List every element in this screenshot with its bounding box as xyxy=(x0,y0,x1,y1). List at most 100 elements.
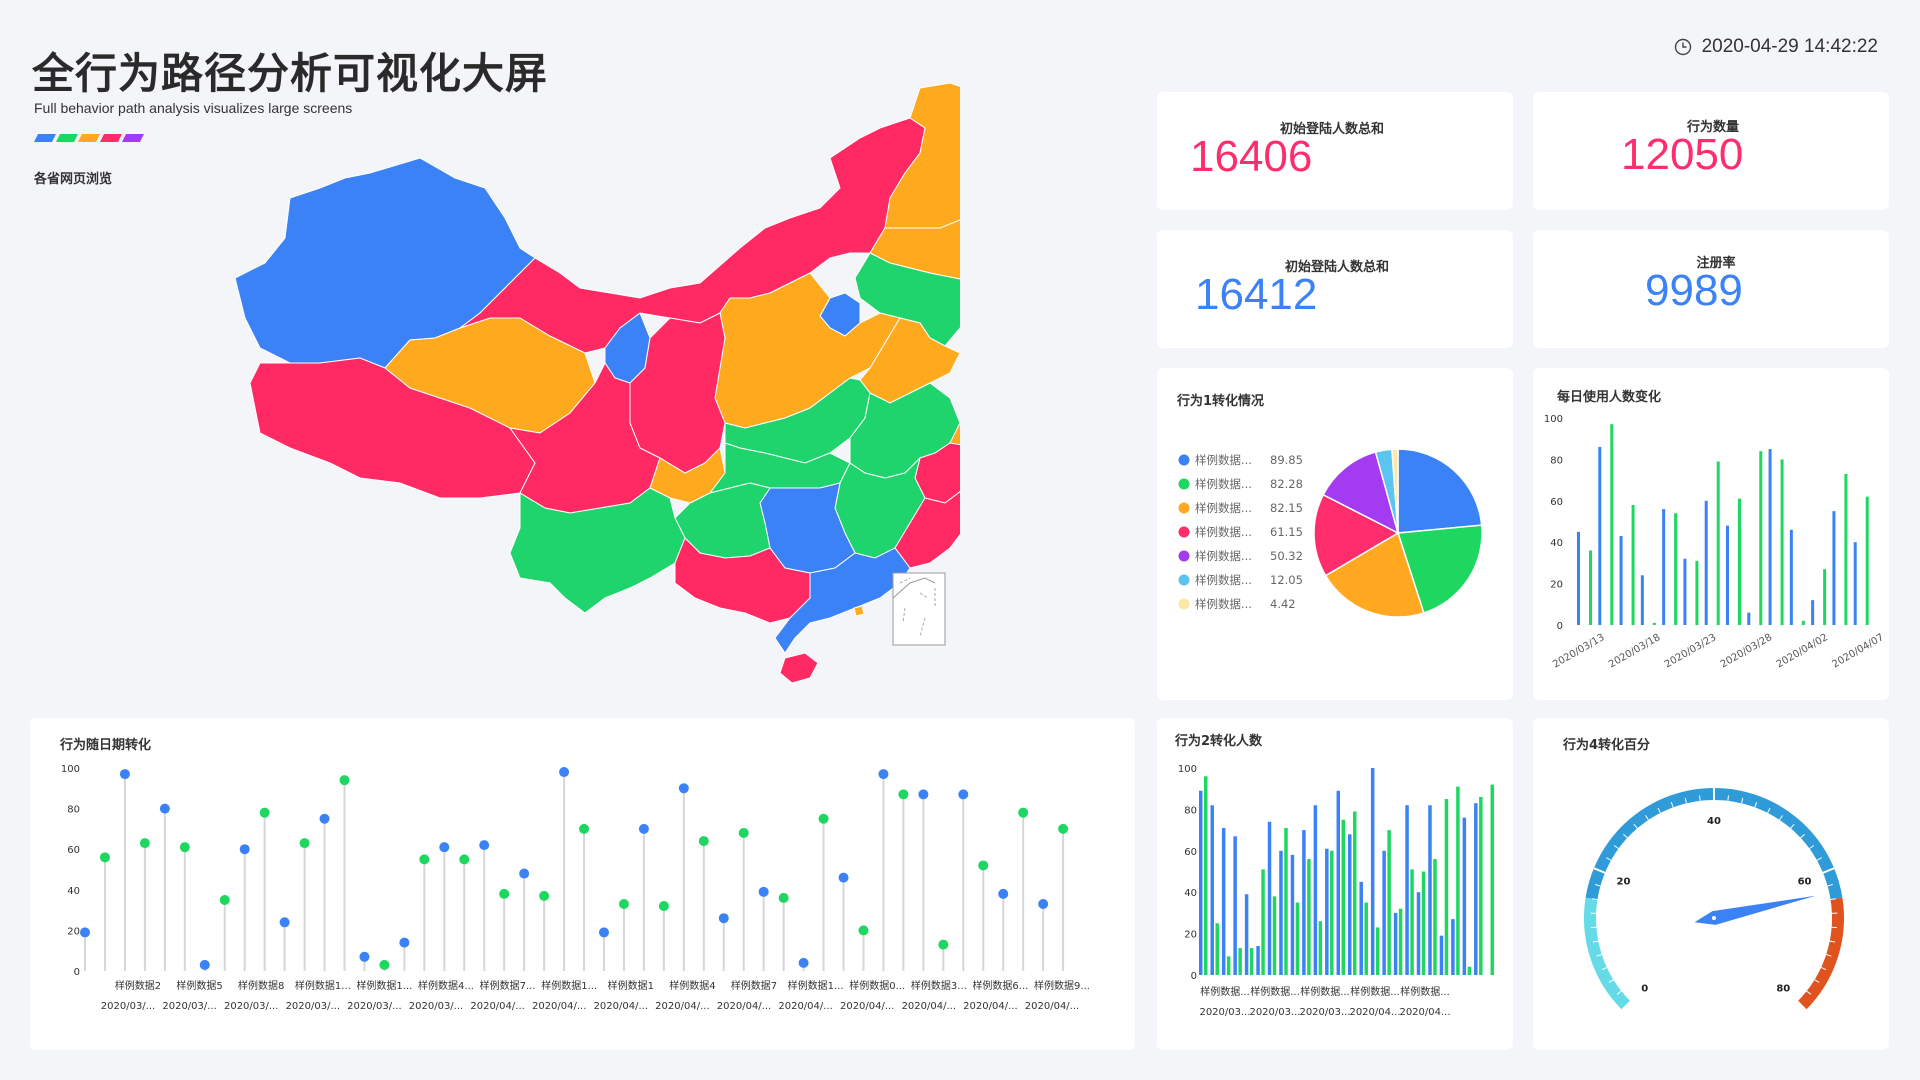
point[interactable] xyxy=(239,844,250,855)
bar[interactable] xyxy=(1393,912,1398,975)
point[interactable] xyxy=(499,888,510,899)
point[interactable] xyxy=(738,827,749,838)
bar[interactable] xyxy=(1398,908,1403,975)
bar[interactable] xyxy=(1416,892,1421,975)
bar[interactable] xyxy=(1233,836,1237,975)
bar[interactable] xyxy=(1747,612,1751,625)
bar[interactable] xyxy=(1428,805,1432,975)
bar[interactable] xyxy=(1456,786,1460,975)
china-map[interactable] xyxy=(220,78,960,688)
bar[interactable] xyxy=(1261,869,1265,975)
pie-slice[interactable] xyxy=(1322,451,1400,535)
region-hongkong[interactable] xyxy=(853,605,865,617)
bar[interactable] xyxy=(1410,869,1414,975)
bar[interactable] xyxy=(1279,850,1283,975)
region-heilongjiang[interactable] xyxy=(884,82,960,229)
point[interactable] xyxy=(199,959,210,970)
point[interactable] xyxy=(898,789,909,800)
bar[interactable] xyxy=(1210,805,1214,975)
bar[interactable] xyxy=(1313,805,1318,975)
point[interactable] xyxy=(519,868,530,879)
point[interactable] xyxy=(559,767,570,778)
point[interactable] xyxy=(479,840,490,851)
bar[interactable] xyxy=(1738,498,1741,625)
pie-slice[interactable] xyxy=(1313,493,1400,577)
bar[interactable] xyxy=(1832,511,1836,625)
bar[interactable] xyxy=(1290,854,1295,975)
bar[interactable] xyxy=(1341,819,1346,975)
bar[interactable] xyxy=(1704,500,1708,625)
bar[interactable] xyxy=(1695,560,1699,625)
bar[interactable] xyxy=(1238,948,1242,975)
region-hainan[interactable] xyxy=(779,652,819,684)
bar[interactable] xyxy=(1382,850,1386,975)
bar[interactable] xyxy=(1325,848,1329,975)
pie-slice[interactable] xyxy=(1397,448,1483,534)
bar[interactable] xyxy=(1801,620,1805,625)
bar[interactable] xyxy=(1318,921,1323,975)
bar[interactable] xyxy=(1726,525,1729,625)
bar[interactable] xyxy=(1479,796,1483,975)
point[interactable] xyxy=(579,823,590,834)
bar[interactable] xyxy=(1631,504,1635,625)
bar[interactable] xyxy=(1244,894,1249,975)
bar[interactable] xyxy=(1811,600,1815,625)
bar[interactable] xyxy=(1683,558,1687,625)
bar[interactable] xyxy=(1662,509,1666,625)
point[interactable] xyxy=(379,959,390,970)
bar[interactable] xyxy=(1353,811,1357,975)
point[interactable] xyxy=(1058,823,1069,834)
region-yunnan[interactable] xyxy=(509,487,686,614)
bar[interactable] xyxy=(1768,449,1772,625)
point[interactable] xyxy=(1018,807,1029,818)
bar[interactable] xyxy=(1267,821,1272,975)
bar[interactable] xyxy=(1249,948,1254,975)
point[interactable] xyxy=(938,939,949,950)
bar[interactable] xyxy=(1823,569,1827,625)
point[interactable] xyxy=(539,890,550,901)
bar[interactable] xyxy=(1375,927,1380,975)
point[interactable] xyxy=(439,842,450,853)
pie-slice[interactable] xyxy=(1324,531,1425,618)
bar[interactable] xyxy=(1598,446,1602,625)
bar[interactable] xyxy=(1759,451,1763,625)
bar[interactable] xyxy=(1716,461,1720,625)
point[interactable] xyxy=(818,813,829,824)
point[interactable] xyxy=(219,894,230,905)
bar[interactable] xyxy=(1330,850,1334,975)
region-fujian[interactable] xyxy=(894,488,960,569)
bar[interactable] xyxy=(1444,799,1449,975)
bar[interactable] xyxy=(1370,768,1375,975)
point[interactable] xyxy=(159,803,170,814)
bar[interactable] xyxy=(1226,956,1231,975)
point[interactable] xyxy=(279,917,290,928)
bar[interactable] xyxy=(1865,496,1869,625)
point[interactable] xyxy=(319,813,330,824)
bar[interactable] xyxy=(1640,575,1644,625)
point[interactable] xyxy=(798,957,809,968)
bar[interactable] xyxy=(1387,830,1391,975)
bar[interactable] xyxy=(1439,935,1444,975)
bar[interactable] xyxy=(1364,902,1368,975)
point[interactable] xyxy=(658,901,669,912)
pie-chart[interactable]: 样例数据... 89.85 样例数据... 82.28 样例数据... 82.15 样例数据… xyxy=(1157,368,1513,700)
bar[interactable] xyxy=(1221,828,1226,975)
gauge-chart[interactable]: 0 20 40 60 80 xyxy=(1533,718,1889,1050)
bar[interactable] xyxy=(1451,919,1455,975)
point[interactable] xyxy=(339,775,350,786)
point[interactable] xyxy=(758,886,769,897)
bar[interactable] xyxy=(1610,424,1614,625)
point[interactable] xyxy=(399,937,410,948)
point[interactable] xyxy=(998,888,1009,899)
bar[interactable] xyxy=(1433,859,1437,975)
bar[interactable] xyxy=(1336,790,1341,975)
bar[interactable] xyxy=(1204,776,1208,975)
point[interactable] xyxy=(918,789,929,800)
point[interactable] xyxy=(878,769,889,780)
point[interactable] xyxy=(419,854,430,865)
point[interactable] xyxy=(678,783,689,794)
bar[interactable] xyxy=(1490,784,1495,975)
bar[interactable] xyxy=(1589,550,1592,625)
lollipop-chart[interactable]: 020406080100样例数据22020/03/...样例数据52020/03… xyxy=(30,718,1135,1050)
bar[interactable] xyxy=(1844,473,1848,625)
